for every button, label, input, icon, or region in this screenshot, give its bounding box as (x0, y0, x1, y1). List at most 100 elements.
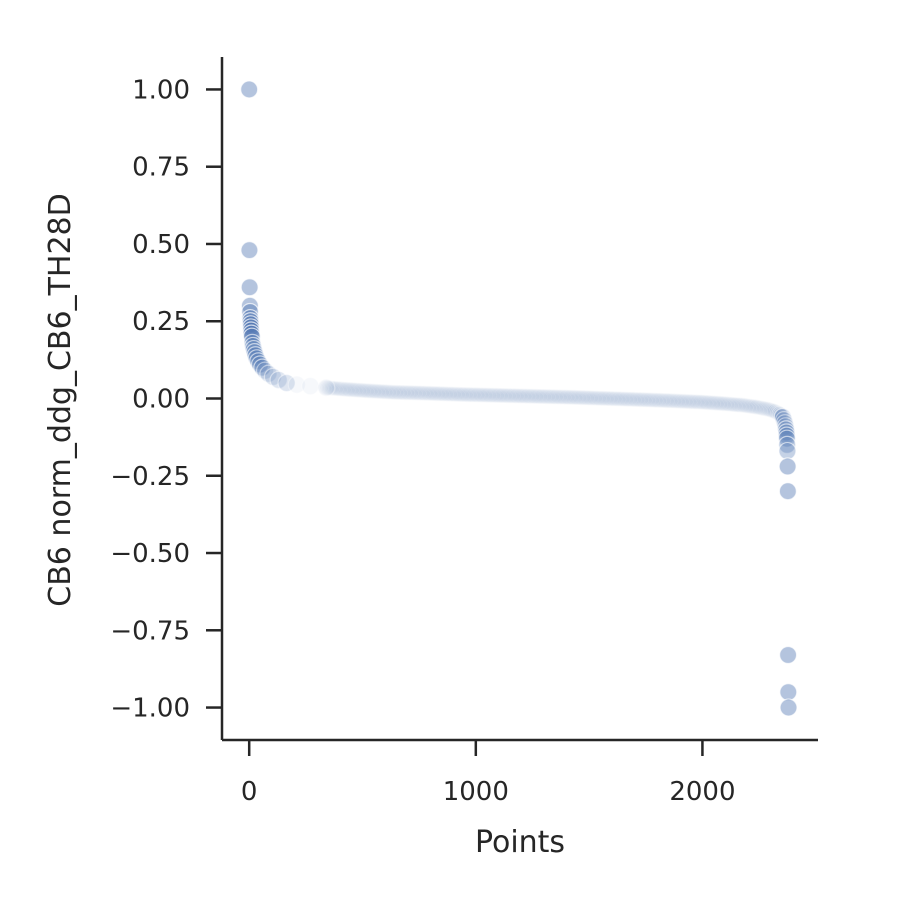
data-point (550, 388, 568, 406)
data-point (327, 380, 345, 397)
data-point (250, 355, 270, 374)
data-point (585, 389, 602, 407)
data-point (542, 388, 559, 405)
data-point (719, 395, 736, 413)
data-point (427, 385, 444, 402)
data-point (562, 389, 580, 406)
data-point (552, 388, 569, 406)
data-point (661, 392, 678, 409)
data-point (603, 390, 620, 407)
data-point (662, 392, 680, 409)
data-point (332, 380, 349, 397)
data-point (379, 383, 396, 401)
data-point (764, 402, 781, 419)
data-point (752, 399, 770, 417)
data-point (334, 381, 352, 398)
data-point (613, 390, 631, 408)
y-axis-title: CB6 norm_ddg_CB6_TH28D (43, 193, 78, 606)
data-point (435, 385, 452, 402)
data-point (695, 394, 712, 411)
data-point (391, 384, 408, 401)
data-point (333, 380, 350, 398)
data-point (609, 390, 627, 407)
data-point (356, 382, 373, 399)
data-point (456, 386, 473, 403)
data-point (741, 398, 759, 415)
data-point (395, 384, 412, 401)
data-point (525, 388, 542, 405)
data-point (336, 381, 353, 398)
data-point (253, 358, 272, 377)
data-point (668, 392, 685, 410)
data-point (762, 402, 779, 419)
data-point (495, 387, 512, 404)
data-point (398, 384, 415, 401)
data-point (687, 393, 704, 410)
data-point (450, 386, 467, 403)
data-point (365, 383, 382, 400)
data-point (589, 390, 606, 407)
data-point (499, 387, 516, 404)
data-point (480, 387, 498, 404)
data-point (526, 388, 543, 405)
data-point (501, 387, 518, 404)
x-axis-ticks: 0 1000 2000 (241, 740, 736, 807)
data-point (698, 394, 715, 411)
data-point (747, 398, 764, 416)
data-point (424, 385, 441, 402)
data-point (431, 385, 448, 402)
data-point (619, 391, 636, 408)
data-point (380, 383, 397, 401)
data-point (269, 370, 288, 390)
data-point (600, 390, 617, 407)
data-point (627, 391, 644, 408)
data-point (514, 387, 531, 405)
data-point (536, 388, 553, 405)
data-point (404, 384, 421, 401)
data-point (510, 387, 527, 405)
data-point (760, 401, 777, 418)
data-point (570, 389, 588, 406)
data-point (447, 386, 464, 403)
data-point (669, 393, 687, 410)
data-point (442, 385, 459, 403)
data-point (650, 392, 667, 409)
data-points (240, 80, 798, 717)
data-point (721, 396, 738, 413)
data-point (710, 395, 727, 412)
data-point (588, 390, 605, 407)
y-tick-label: −0.75 (110, 616, 190, 646)
data-point (360, 382, 377, 399)
data-point (778, 482, 797, 501)
data-point (459, 386, 476, 403)
data-point (728, 396, 745, 413)
data-point (608, 390, 625, 407)
data-point (573, 389, 590, 406)
data-point (387, 384, 404, 401)
data-point (522, 388, 539, 405)
y-tick-label: 1.00 (132, 75, 190, 105)
data-point (401, 384, 418, 401)
data-point (744, 398, 761, 415)
data-point (642, 391, 659, 409)
data-point (665, 392, 682, 410)
data-point (373, 383, 391, 400)
data-point (768, 404, 785, 421)
data-point (364, 382, 381, 400)
data-point (778, 441, 797, 461)
data-point (371, 383, 388, 400)
data-point (446, 386, 463, 403)
data-point (766, 403, 784, 420)
data-point (700, 394, 718, 411)
data-point (367, 383, 384, 400)
data-point (429, 385, 447, 402)
data-point (513, 387, 530, 405)
data-point (369, 383, 387, 400)
data-point (399, 384, 417, 401)
data-point (353, 382, 370, 399)
data-point (607, 390, 624, 407)
data-point (623, 391, 640, 408)
data-point (518, 388, 535, 405)
data-point (323, 380, 340, 397)
data-point (341, 381, 358, 398)
